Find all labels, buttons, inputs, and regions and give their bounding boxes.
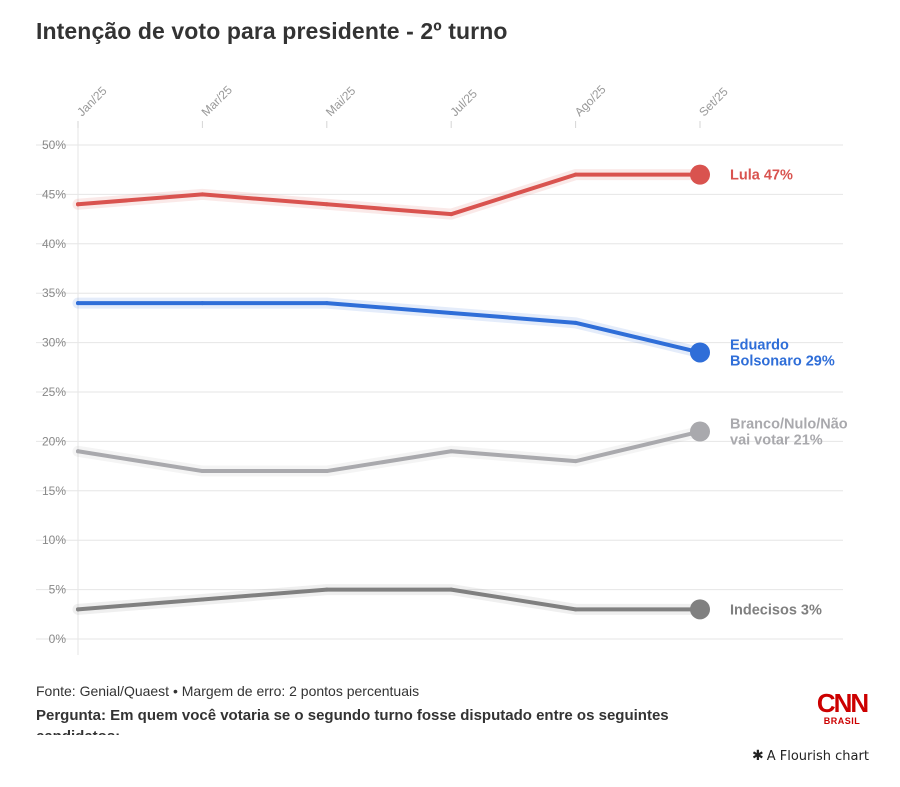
source-note: Fonte: Genial/Quaest • Margem de erro: 2… (36, 683, 420, 699)
cnn-wordmark: CNN (816, 688, 869, 718)
data-point-branco-nulo-nao-vai-votar (324, 469, 329, 474)
data-point-eduardo-bolsonaro (76, 301, 80, 306)
data-point-lula (200, 192, 205, 197)
data-point-lula (324, 202, 329, 207)
y-tick-label: 35% (42, 286, 66, 300)
data-point-indecisos (449, 587, 454, 592)
series-band-eduardo-bolsonaro (72, 297, 706, 358)
data-point-lula (573, 172, 578, 177)
y-tick-label: 40% (42, 237, 66, 251)
series-label-branco-nulo-nao-vai-votar: Branco/Nulo/Não vai votar 21% (730, 417, 848, 449)
data-point-lula (76, 202, 80, 207)
data-point-indecisos (573, 607, 578, 612)
data-point-branco-nulo-nao-vai-votar (573, 459, 578, 464)
y-tick-label: 15% (42, 484, 66, 498)
end-marker-branco-nulo-nao-vai-votar (690, 421, 710, 442)
data-point-eduardo-bolsonaro (573, 320, 578, 325)
line-chart: 0% 5% 10% 15% 20% 25% 30% 35% 40% 45% 50% Jan/25 Ma… (36, 82, 848, 655)
series-line-lula (76, 172, 702, 217)
series-label-eduardo-bolsonaro: Eduardo Bolsonaro 29% (730, 337, 835, 369)
series-line-eduardo-bolsonaro (76, 301, 702, 355)
y-axis-tick-labels: 0% 5% 10% 15% 20% 25% 30% 35% 40% 45% 50% (42, 138, 66, 646)
series-end-labels: Lula 47% Eduardo Bolsonaro 29% Branco/Nulo/… (730, 168, 848, 619)
survey-question: Pergunta: Em quem você votaria se o segu… (36, 707, 669, 735)
y-tick-label: 10% (42, 533, 66, 547)
y-tick-label: 50% (42, 138, 66, 152)
cnn-brasil-logo[interactable]: CNN BRASIL (812, 690, 872, 734)
x-tick-label: Mar/25 (199, 83, 236, 120)
x-tick-label: Jan/25 (74, 84, 110, 120)
data-point-eduardo-bolsonaro (449, 310, 454, 315)
x-tick-label: Jul/25 (447, 86, 480, 119)
data-point-branco-nulo-nao-vai-votar (200, 469, 205, 474)
end-marker-indecisos (690, 599, 710, 620)
series-line-indecisos (76, 587, 702, 612)
flourish-star-icon: ✱ (752, 748, 764, 764)
x-tick-label: Set/25 (696, 84, 731, 119)
y-tick-label: 25% (42, 385, 66, 399)
series-label-lula: Lula 47% (730, 168, 793, 184)
end-marker-lula (690, 164, 710, 185)
data-point-indecisos (324, 587, 329, 592)
series-band-indecisos (72, 584, 706, 615)
y-tick-label: 0% (49, 632, 67, 646)
flourish-credit-link[interactable]: ✱ A Flourish chart (752, 748, 869, 764)
series-line-branco-nulo-nao-vai-votar (76, 429, 702, 474)
data-point-branco-nulo-nao-vai-votar (76, 449, 80, 454)
x-tick-label: Ago/25 (572, 82, 609, 119)
y-tick-label: 45% (42, 187, 66, 201)
grid-lines (36, 128, 843, 655)
y-tick-label: 20% (42, 434, 66, 448)
series-label-indecisos: Indecisos 3% (730, 602, 822, 618)
end-marker-eduardo-bolsonaro (690, 342, 710, 363)
cnn-logo-subtitle: BRASIL (823, 716, 861, 726)
flourish-credit-text: A Flourish chart (766, 749, 869, 764)
data-point-eduardo-bolsonaro (324, 301, 329, 306)
x-tick-label: Mai/25 (323, 84, 359, 120)
data-point-eduardo-bolsonaro (200, 301, 205, 306)
series-lines (72, 164, 710, 620)
y-tick-label: 5% (49, 583, 67, 597)
y-tick-label: 30% (42, 336, 66, 350)
data-point-indecisos (76, 607, 80, 612)
data-point-branco-nulo-nao-vai-votar (449, 449, 454, 454)
chart-title: Intenção de voto para presidente - 2º tu… (36, 18, 508, 44)
data-point-lula (449, 212, 454, 217)
data-point-indecisos (200, 597, 205, 602)
x-axis-tick-labels: Jan/25 Mar/25 Mai/25 Jul/25 Ago/25 Set/25 (74, 82, 731, 128)
